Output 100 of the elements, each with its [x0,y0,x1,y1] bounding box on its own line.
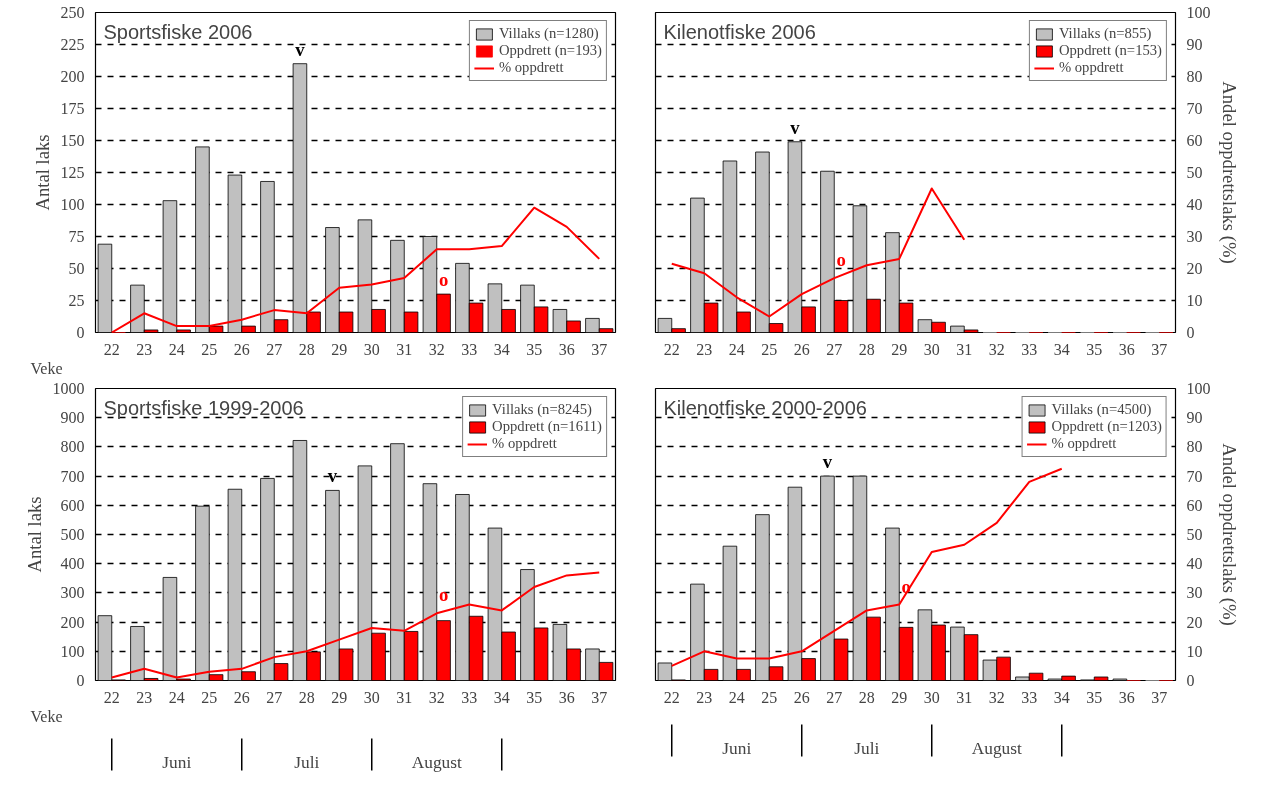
annotation: v [790,116,801,138]
x-tick-label: 31 [956,340,973,358]
x-tick-label: 24 [168,340,185,358]
y2-tick-label: 10 [1186,642,1203,660]
x-tick-label: 23 [696,688,713,706]
legend-label: Villaks (n=855) [1058,25,1152,42]
y2-tick-label: 20 [1186,260,1203,277]
x-tick-label: 36 [558,688,575,706]
y2-tick-label: 30 [1186,228,1203,245]
y-tick-label: 50 [68,260,85,277]
y2-tick-label: 0 [1186,672,1195,689]
x-tick-label: 33 [461,688,478,706]
annotation: o [438,584,449,606]
y-tick-label: 700 [60,467,85,485]
x-tick-label: 37 [591,340,608,358]
y-tick-label: 75 [68,228,85,245]
legend-label: % oppdrett [1051,435,1117,452]
annotation: v [822,451,833,473]
x-tick-label: 30 [923,340,940,358]
y-tick-label: 800 [60,438,85,456]
y2-tick-label: 80 [1186,68,1203,85]
chart-title: Sportsfiske 2006 [103,20,253,43]
x-tick-label: 29 [331,688,348,706]
y2-tick-label: 100 [1186,4,1211,21]
x-tick-label: 28 [858,688,875,706]
y2-tick-label: 0 [1186,324,1195,341]
annotation: o [438,269,449,291]
chart-title: Kilenotfiske 2000-2006 [663,396,867,419]
text: August [971,739,1022,758]
y-tick-label: 150 [60,132,85,149]
y-tick-label: 25 [68,292,85,309]
y-axis-title: Antal laks [23,496,45,573]
x-tick-label: 26 [793,688,810,706]
legend-label: Villaks (n=4500) [1051,401,1152,418]
text: Juli [294,753,320,772]
x-tick-label: 29 [891,688,908,706]
x-tick-label: 29 [331,340,348,358]
y-tick-label: 100 [60,642,85,660]
y2-axis-title: Andel oppdrettslaks (%) [1217,443,1240,626]
x-tick-label: 22 [103,688,120,706]
x-tick-label: 28 [298,688,315,706]
x-tick-label: 36 [1118,340,1135,358]
x-tick-label: 33 [1021,340,1038,358]
y-tick-label: 200 [60,68,85,85]
x-tick-label: 30 [363,340,380,358]
legend-label: % oppdrett [498,59,564,76]
y2-tick-label: 30 [1186,584,1203,602]
x-tick-label: 23 [136,340,153,358]
y-tick-label: 200 [60,613,85,631]
legend-label: Oppdrett (n=153) [1058,42,1162,59]
y-tick-label: 0 [76,324,85,341]
x-tick-label: 27 [266,688,283,706]
x-tick-label: 35 [526,340,543,358]
legend-label: Villaks (n=1280) [498,25,599,42]
x-axis-title: Veke [30,707,63,725]
y-tick-label: 900 [60,409,85,427]
x-tick-label: 34 [493,340,510,358]
x-tick-label: 34 [1053,688,1070,706]
y2-tick-label: 50 [1186,526,1203,543]
y2-tick-label: 20 [1186,613,1203,631]
x-tick-label: 32 [988,688,1005,706]
y-tick-label: 300 [60,584,85,602]
x-tick-label: 35 [1086,340,1103,358]
x-tick-label: 32 [428,340,445,358]
x-tick-label: 27 [826,688,843,706]
x-tick-label: 34 [1053,340,1070,358]
text: August [411,753,462,772]
x-tick-label: 26 [793,340,810,358]
x-tick-label: 25 [201,340,218,358]
x-tick-label: 24 [728,340,745,358]
x-tick-label: 28 [298,340,315,358]
y2-tick-label: 90 [1186,409,1203,427]
y-tick-label: 100 [60,196,85,213]
y2-tick-label: 70 [1186,467,1203,485]
x-tick-label: 32 [428,688,445,706]
x-tick-label: 24 [168,688,185,706]
y2-tick-label: 90 [1186,36,1203,53]
y2-tick-label: 40 [1186,555,1203,573]
y-tick-label: 600 [60,496,85,514]
y2-tick-label: 50 [1186,164,1203,181]
x-tick-label: 22 [663,340,680,358]
y-tick-label: 175 [60,100,85,117]
legend-label: Villaks (n=8245) [492,401,592,418]
text: Juli [854,739,880,758]
x-tick-label: 30 [363,688,380,706]
y2-tick-label: 100 [1186,380,1211,397]
text: Juni [722,739,752,758]
x-tick-label: 34 [493,688,510,706]
x-tick-label: 32 [988,340,1005,358]
legend-label: Oppdrett (n=193) [498,42,602,59]
x-tick-label: 29 [891,340,908,358]
y-tick-label: 125 [60,164,85,181]
y2-tick-label: 60 [1186,496,1203,514]
legend-label: Oppdrett (n=1611) [492,418,602,435]
x-tick-label: 31 [956,688,973,706]
y2-tick-label: 60 [1186,132,1203,149]
x-tick-label: 23 [696,340,713,358]
x-tick-label: 22 [663,688,680,706]
annotation: v [327,465,338,487]
x-tick-label: 23 [136,688,153,706]
